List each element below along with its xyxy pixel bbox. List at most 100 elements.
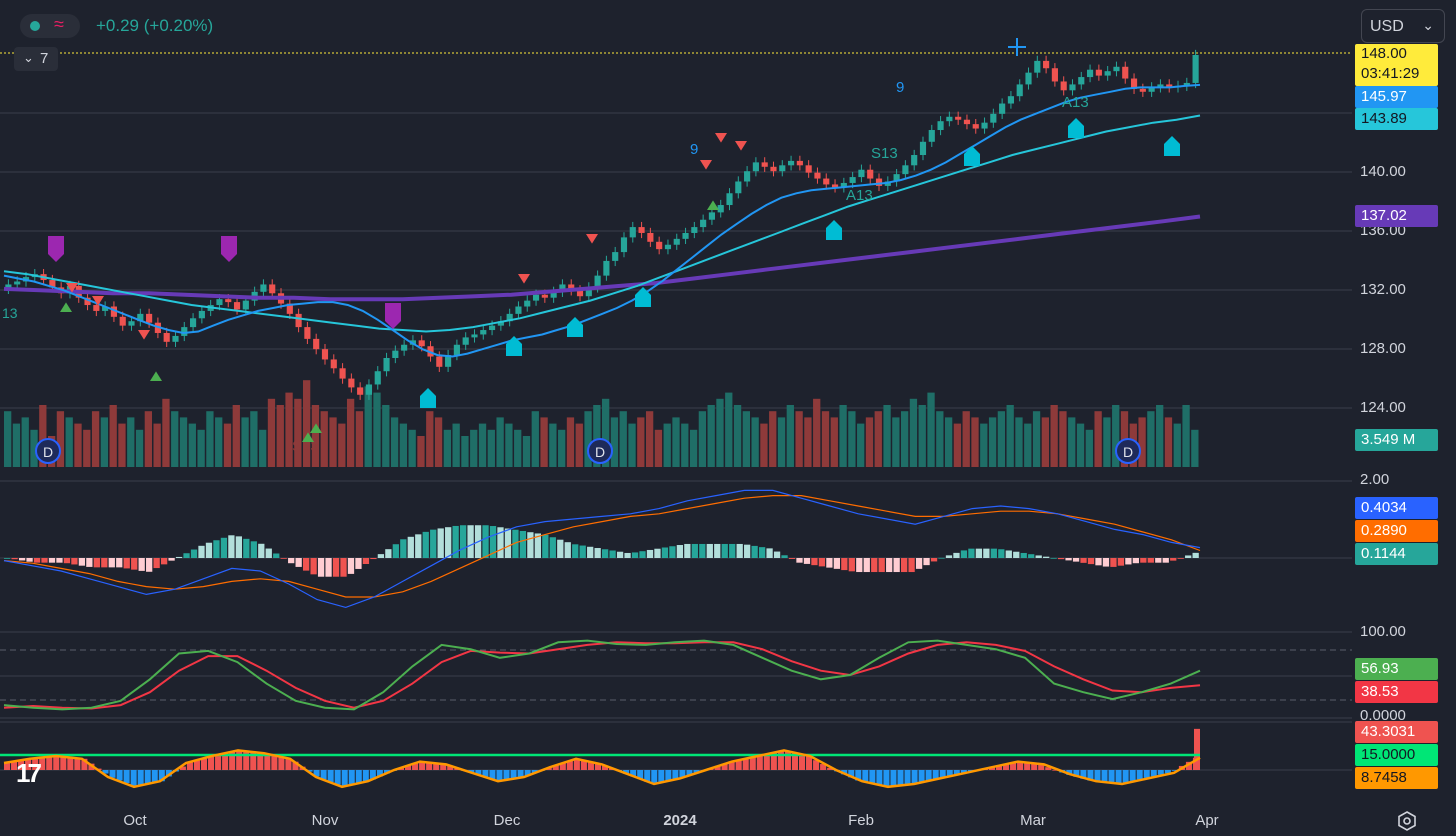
candle-body (559, 284, 566, 292)
volume-bar (417, 436, 425, 467)
osc-hist-bar (827, 767, 834, 770)
candle-body (5, 284, 12, 289)
osc-hist-bar (208, 756, 215, 770)
macd-hist-bar (1043, 556, 1050, 558)
candle-body (946, 116, 953, 122)
macd-hist-bar (153, 558, 160, 569)
gear-icon[interactable] (1396, 810, 1418, 832)
macd-hist-bar (422, 531, 429, 558)
candle-body (568, 284, 575, 291)
candle-body (638, 227, 645, 233)
osc-hist-bar (749, 756, 756, 770)
candle-body (163, 332, 170, 342)
ma-fast-line (3, 83, 1201, 358)
candle-body (735, 181, 742, 194)
candle-body (955, 116, 962, 120)
volume-bar (56, 411, 65, 467)
volume-bar (804, 417, 812, 467)
macd-hist-bar (781, 555, 788, 558)
osc-hist-bar (271, 755, 278, 770)
candle-body (321, 349, 329, 360)
osc-hist-bar (714, 765, 721, 770)
macd-hist-bar (998, 549, 1005, 558)
macd-hist-bar (273, 553, 280, 558)
macd-hist-bar (863, 558, 870, 573)
volume-bar (936, 411, 944, 467)
candle-body (541, 294, 548, 298)
macd-hist-bar (609, 550, 616, 558)
macd-hist-bar (983, 548, 990, 558)
volume-bar (39, 405, 47, 467)
osc-hist-bar (165, 770, 172, 777)
buy-arrow-icon (826, 220, 842, 240)
macd-hist-bar (534, 533, 541, 558)
volume-bar (382, 405, 390, 467)
macd-hist-bar (1087, 558, 1095, 565)
symbol-legend-pill[interactable]: ≈ (20, 14, 80, 38)
osc-hist-bar (735, 759, 742, 770)
osc-hist-last-bar (1194, 728, 1200, 770)
osc-hist-bar (496, 770, 503, 781)
count-9-label: 9 (690, 141, 698, 158)
macd-hist-bar (960, 550, 968, 558)
macd-hist-bar (362, 558, 370, 565)
macd-hist-bar (183, 553, 190, 558)
macd-hist-bar (990, 548, 997, 558)
osc-hist-bar (1024, 762, 1031, 770)
currency-select[interactable]: USD ⌄ (1361, 9, 1445, 43)
osc-hist-bar (334, 770, 341, 785)
osc-hist-bar (327, 770, 334, 783)
down-triangle-icon (735, 141, 747, 151)
indicators-toggle-button[interactable]: ⌄ 7 (14, 47, 58, 71)
volume-label: 3.549 M (1355, 429, 1438, 451)
s13-label: S13 (292, 438, 319, 455)
volume-bar (478, 423, 487, 467)
dividend-marker (587, 438, 613, 464)
volume-bar (487, 429, 495, 467)
macd-hist-bar (437, 528, 444, 558)
osc-hist-bar (848, 770, 855, 778)
candle-body (576, 290, 584, 297)
macd-hist-bar (235, 536, 242, 558)
dividend-marker (1115, 438, 1141, 464)
macd-hist-bar (26, 558, 33, 562)
osc-hist-bar (243, 751, 250, 770)
volume-bar (795, 411, 803, 467)
volume-bar (1182, 405, 1190, 467)
volume-bar (725, 392, 733, 467)
macd-hist-bar (654, 548, 661, 558)
candle-body (1113, 66, 1120, 72)
macd-hist-bar (317, 558, 325, 577)
candle-body (629, 227, 636, 238)
osc-hist-bar (1108, 770, 1115, 784)
macd-hist-bar (385, 549, 392, 558)
volume-bar (566, 417, 575, 467)
macd-hist-bar (1147, 558, 1154, 563)
osc-hist-bar (116, 770, 123, 781)
candle-body (612, 252, 619, 261)
volume-bar (399, 423, 408, 467)
osc-hist-bar (186, 762, 193, 770)
macd-hist-bar (205, 542, 213, 558)
macd-hist-bar (602, 549, 609, 558)
osc-hist-bar (355, 770, 362, 784)
macd-hist-bar (1072, 558, 1080, 562)
volume-bar (698, 411, 707, 467)
osc-hist-bar (215, 755, 222, 770)
osc-hist-bar (369, 770, 376, 780)
macd-hist-bar (930, 558, 938, 562)
volume-bar (1156, 405, 1164, 467)
volume-bar (1094, 411, 1102, 467)
candle-body (823, 178, 830, 185)
osc-hist-bar (587, 762, 594, 770)
candle-body (1122, 66, 1129, 79)
osc-hist-bar (820, 764, 827, 770)
tradingview-logo[interactable]: 17 (16, 758, 42, 788)
price-tick: 128.00 (1360, 340, 1406, 357)
status-dot-icon (30, 21, 40, 31)
buy-arrow-icon (506, 336, 522, 356)
volume-bar (74, 423, 82, 467)
candle-body (225, 299, 232, 303)
candle-body (1183, 82, 1190, 86)
